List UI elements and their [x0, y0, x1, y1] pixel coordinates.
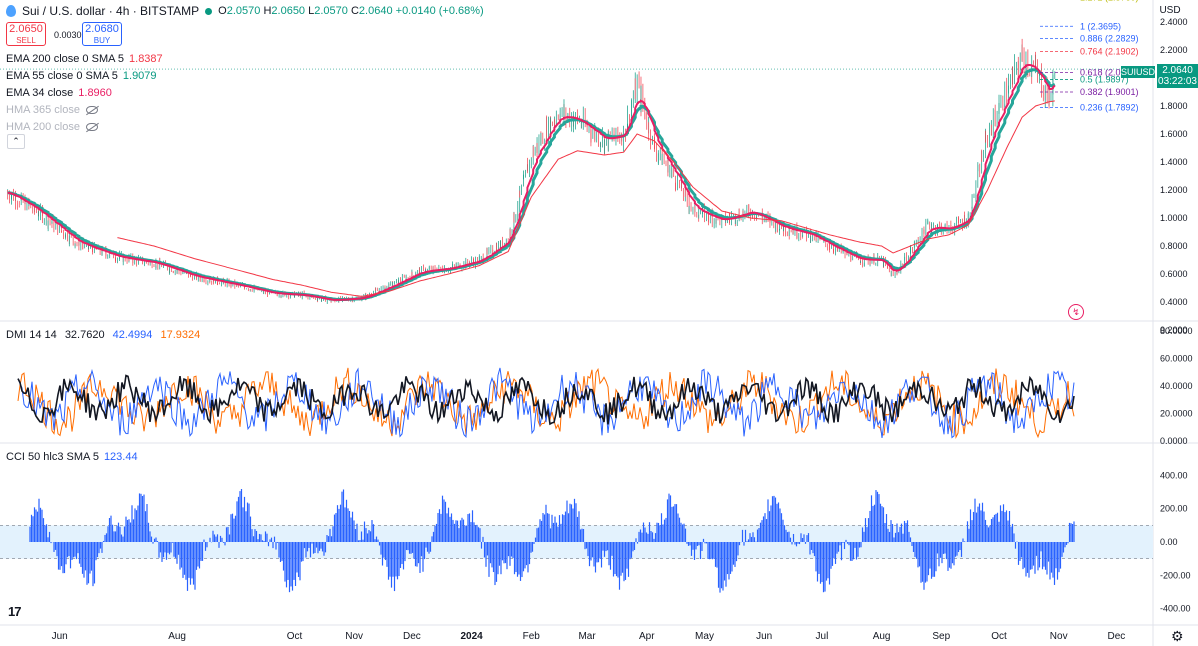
time-axis-label: May: [695, 631, 714, 642]
collapse-legend-button[interactable]: ⌃: [7, 134, 25, 149]
hidden-eye-icon[interactable]: [85, 106, 98, 115]
fib-level-label: 0.618 (2.0: [1080, 67, 1121, 77]
dmi-plus-di-line: [17, 367, 1075, 439]
time-axis-label: 2024: [460, 631, 483, 642]
fib-level-label: 0.236 (1.7892): [1080, 103, 1139, 113]
price-tick-label: 0.6000: [1160, 269, 1188, 279]
dmi-adx-line: [17, 374, 1075, 426]
legend-ema200[interactable]: EMA 200 close 0 SMA 5 1.8387: [6, 53, 163, 65]
last-price-tag: 2.0640 03:22:03: [1157, 64, 1198, 88]
ema200-line: [117, 100, 1055, 297]
time-axis-label: Oct: [287, 631, 303, 642]
legend-cci[interactable]: CCI 50 hlc3 SMA 5 123.44: [6, 451, 138, 463]
dmi-tick-label: 20.0000: [1160, 409, 1193, 419]
fib-level-label: 0.382 (1.9001): [1080, 87, 1139, 97]
cci-tick-label: 200.00: [1160, 504, 1188, 514]
cci-tick-label: 400.00: [1160, 470, 1188, 480]
time-axis-label: Jun: [756, 631, 772, 642]
dmi-tick-label: 0.0000: [1160, 436, 1188, 446]
cci-tick-label: -200.00: [1160, 570, 1191, 580]
fib-level-label: 0.764 (2.1902): [1080, 46, 1139, 56]
price-tick-label: 0.2000: [1160, 325, 1188, 335]
legend-dmi[interactable]: DMI 14 14 32.7620 42.4994 17.9324: [6, 329, 201, 341]
time-axis-label: Dec: [1108, 631, 1126, 642]
fib-level-label: 1 (2.3695): [1080, 21, 1121, 31]
ema34-line: [7, 64, 1056, 301]
time-axis-label: Jul: [816, 631, 829, 642]
gear-icon[interactable]: ⚙: [1171, 628, 1184, 644]
dmi-tick-label: 40.0000: [1160, 381, 1193, 391]
buy-button[interactable]: 2.0680 BUY: [82, 22, 122, 46]
price-tick-label: 0.8000: [1160, 241, 1188, 251]
legend-hma200[interactable]: HMA 200 close: [6, 120, 98, 134]
time-axis-label: Apr: [639, 631, 655, 642]
currency-label[interactable]: USD: [1159, 5, 1181, 16]
hidden-eye-icon[interactable]: [85, 123, 98, 132]
time-axis-label: Jun: [52, 631, 68, 642]
legend-ema55[interactable]: EMA 55 close 0 SMA 5 1.9079: [6, 70, 157, 82]
time-axis-label: Nov: [345, 631, 363, 642]
flash-icon[interactable]: ↯: [1068, 304, 1084, 320]
dmi-tick-label: 80.0000: [1160, 326, 1193, 336]
time-axis-label: Feb: [523, 631, 541, 642]
price-tick-label: 1.6000: [1160, 129, 1188, 139]
market-status-dot: [205, 7, 213, 15]
tradingview-logo-icon[interactable]: 17: [8, 604, 22, 619]
price-tick-label: 2.2000: [1160, 45, 1188, 55]
time-axis-label: Nov: [1050, 631, 1068, 642]
price-tick-label: 2.4000: [1160, 17, 1188, 27]
price-tick-label: 1.2000: [1160, 185, 1188, 195]
sui-coin-icon: [6, 5, 16, 17]
sell-button[interactable]: 2.0650 SELL: [6, 22, 46, 46]
time-axis-label: Sep: [932, 631, 950, 642]
time-axis-label: Oct: [991, 631, 1007, 642]
fib-level-label: 1.272 (2.5760): [1080, 0, 1139, 2]
time-axis-label: Aug: [168, 631, 186, 642]
ohlc-values: O2.0570 H2.0650 L2.0570 C2.0640 +0.0140 …: [218, 5, 484, 17]
legend-hma365[interactable]: HMA 365 close: [6, 103, 98, 117]
fib-level-label: 0.886 (2.2829): [1080, 33, 1139, 43]
fib-level-label: 0.5 (1.9897): [1080, 74, 1129, 84]
symbol-badge: SUIUSD: [1121, 66, 1156, 78]
price-tick-label: 1.4000: [1160, 157, 1188, 167]
price-tick-label: 1.8000: [1160, 101, 1188, 111]
symbol-title[interactable]: Sui / U.S. dollar · 4h · BITSTAMP: [22, 4, 200, 18]
dmi-tick-label: 60.0000: [1160, 354, 1193, 364]
time-axis-label: Dec: [403, 631, 421, 642]
time-axis-label: Aug: [873, 631, 891, 642]
price-tick-label: 1.0000: [1160, 213, 1188, 223]
cci-tick-label: -400.00: [1160, 604, 1191, 614]
price-tick-label: 0.4000: [1160, 297, 1188, 307]
legend-ema34[interactable]: EMA 34 close 1.8960: [6, 87, 112, 99]
spread-value: 0.0030: [54, 30, 82, 40]
cci-tick-label: 0.00: [1160, 537, 1178, 547]
time-axis-label: Mar: [578, 631, 596, 642]
chart-header: Sui / U.S. dollar · 4h · BITSTAMP O2.057…: [6, 4, 484, 18]
